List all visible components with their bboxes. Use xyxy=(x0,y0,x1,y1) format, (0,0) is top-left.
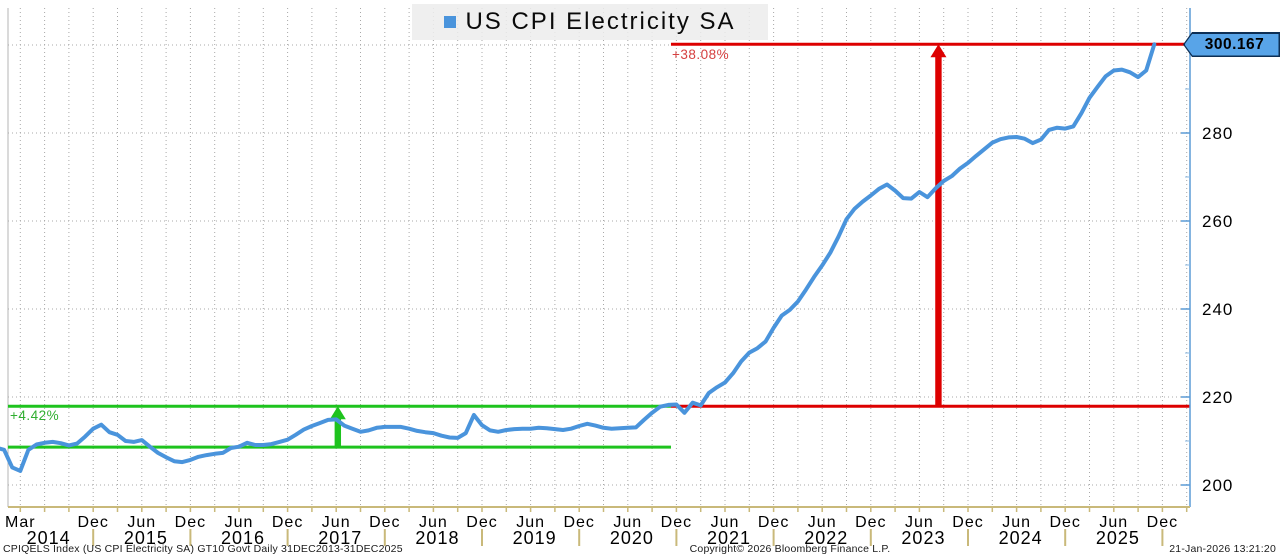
x-axis-year-label: 2014 xyxy=(27,528,71,548)
x-axis-month-label: Dec xyxy=(661,514,692,531)
x-axis-month-label: Dec xyxy=(563,514,594,531)
y-axis-label: 280 xyxy=(1202,124,1233,143)
y-axis: 280 260 240 220 200 xyxy=(1181,8,1233,507)
x-axis-year-label: 2017 xyxy=(318,528,362,548)
y-axis-label: 200 xyxy=(1202,476,1233,495)
start-range-change-label: +4.42% xyxy=(10,408,60,423)
x-axis-year-label: 2024 xyxy=(999,528,1043,548)
x-axis-month-label: Dec xyxy=(175,514,206,531)
x-axis-month-label: Jun xyxy=(613,514,642,531)
x-axis-month-label: Jun xyxy=(322,514,351,531)
x-axis-month-label: Jun xyxy=(225,514,254,531)
x-axis-month-label: Jun xyxy=(419,514,448,531)
x-axis-year-label: 2021 xyxy=(707,528,751,548)
chart-footer: CPIQELS Index (US CPI Electricity SA) GT… xyxy=(0,541,1280,556)
x-axis-month-label: Dec xyxy=(369,514,400,531)
series-line xyxy=(0,42,1157,473)
x-axis-month-label: Jun xyxy=(127,514,156,531)
x-axis-month-label: Dec xyxy=(952,514,983,531)
end-range-annotation xyxy=(670,42,1190,408)
copyright-notice: Copyright© 2026 Bloomberg Finance L.P. xyxy=(689,543,891,555)
x-axis-month-label: Dec xyxy=(272,514,303,531)
end-range-change-label: +38.08% xyxy=(672,47,730,62)
x-axis-year-label: 2016 xyxy=(221,528,265,548)
x-axis-month-label: Jun xyxy=(1002,514,1031,531)
last-value-tag-body: 300.167 xyxy=(1184,33,1279,56)
x-axis-month-label: Jun xyxy=(905,514,934,531)
last-value-tag: 300.167 xyxy=(1183,32,1280,57)
x-axis-month-label: Jun xyxy=(1099,514,1128,531)
grid xyxy=(8,8,1190,507)
x-axis-year-label: 2023 xyxy=(901,528,945,548)
chart-legend: US CPI Electricity SA xyxy=(412,4,768,40)
series-swatch-icon xyxy=(444,16,457,28)
timestamp: 21-Jan-2026 13:21:20 xyxy=(1169,543,1276,555)
x-axis-month-label: Dec xyxy=(1049,514,1080,531)
end-range-arrow-icon xyxy=(930,44,947,407)
x-axis-month-label: Dec xyxy=(77,514,108,531)
x-axis-year-label: 2022 xyxy=(804,528,848,548)
x-axis-month-label: Jun xyxy=(808,514,837,531)
x-axis-year-label: 2018 xyxy=(415,528,459,548)
x-axis-month-label: Jun xyxy=(516,514,545,531)
x-axis: Mar Dec Jun Dec Jun Dec Jun Dec Jun Dec Jun Dec Jun D… xyxy=(5,506,1190,548)
start-range-annotation xyxy=(8,404,671,449)
x-axis-month-label: Dec xyxy=(855,514,886,531)
x-axis-year-label: 2019 xyxy=(513,528,557,548)
x-axis-month-label: Dec xyxy=(466,514,497,531)
x-axis-month-label: Mar xyxy=(5,514,36,531)
y-axis-label: 220 xyxy=(1202,388,1233,407)
start-range-arrow-icon xyxy=(329,406,346,448)
x-axis-month-label: Dec xyxy=(1147,514,1178,531)
chart-title: US CPI Electricity SA xyxy=(465,8,736,35)
y-axis-label: 240 xyxy=(1202,300,1233,319)
x-axis-year-label: 2015 xyxy=(124,528,168,548)
x-axis-year-label: 2025 xyxy=(1096,528,1140,548)
x-axis-month-label: Jun xyxy=(711,514,740,531)
ticker-description: CPIQELS Index (US CPI Electricity SA) GT… xyxy=(3,543,403,555)
last-value-text: 300.167 xyxy=(1204,35,1265,53)
y-axis-label: 260 xyxy=(1202,212,1233,231)
x-axis-year-label: 2020 xyxy=(610,528,654,548)
x-axis-month-label: Dec xyxy=(758,514,789,531)
